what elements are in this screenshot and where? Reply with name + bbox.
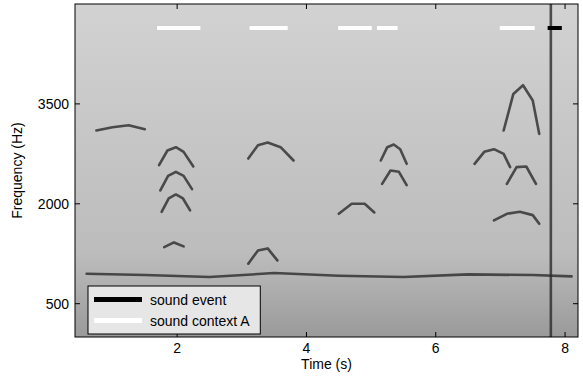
spectral-contour bbox=[550, 4, 553, 337]
y-tick-label: 3500 bbox=[38, 96, 69, 112]
spectral-contour bbox=[159, 147, 193, 166]
x-tick-label: 8 bbox=[561, 340, 569, 356]
x-tick bbox=[435, 332, 436, 337]
chart: 2 4 6 8 500 2000 3500 Time (s) Frequency (Hz) sou… bbox=[0, 0, 583, 385]
spectral-contour bbox=[160, 172, 192, 191]
y-tick-label: 2000 bbox=[38, 196, 69, 212]
x-tick bbox=[565, 4, 566, 9]
legend-swatch bbox=[94, 318, 142, 323]
annotation-segment bbox=[250, 26, 288, 30]
x-tick bbox=[306, 4, 307, 9]
spectral-contour bbox=[381, 145, 407, 164]
annotation-segment bbox=[157, 26, 200, 30]
x-tick bbox=[177, 4, 178, 9]
x-tick-label: 6 bbox=[432, 340, 440, 356]
x-tick bbox=[565, 332, 566, 337]
x-axis-title: Time (s) bbox=[301, 356, 352, 372]
y-tick bbox=[573, 303, 578, 304]
y-tick bbox=[573, 203, 578, 204]
spectral-contour bbox=[87, 273, 572, 277]
spectral-contour bbox=[162, 194, 190, 211]
legend-label: sound context A bbox=[150, 313, 250, 329]
spectral-contour bbox=[164, 242, 183, 247]
legend-label: sound event bbox=[150, 292, 226, 308]
x-tick bbox=[306, 332, 307, 337]
spectral-contour bbox=[507, 167, 536, 184]
y-tick bbox=[75, 203, 80, 204]
spectral-contour bbox=[248, 143, 293, 161]
y-tick bbox=[573, 103, 578, 104]
x-tick bbox=[435, 4, 436, 9]
spectral-contour bbox=[248, 248, 277, 263]
spectral-contour bbox=[494, 212, 539, 224]
y-axis-title: Frequency (Hz) bbox=[9, 122, 25, 218]
spectral-contour bbox=[96, 125, 144, 130]
plot-marks bbox=[87, 4, 572, 337]
spectral-contour bbox=[475, 149, 511, 167]
legend: sound event sound context A bbox=[88, 286, 260, 334]
annotation-segment bbox=[377, 26, 398, 30]
legend-box bbox=[88, 286, 260, 334]
annotation-segment bbox=[338, 26, 372, 30]
x-tick-label: 2 bbox=[173, 340, 181, 356]
plot-frame bbox=[75, 4, 578, 337]
spectrogram-background bbox=[75, 4, 578, 337]
annotation-segment bbox=[500, 26, 535, 30]
spectral-contour bbox=[382, 171, 407, 186]
y-tick bbox=[75, 103, 80, 104]
annotation-segment bbox=[548, 26, 562, 30]
spectral-contour bbox=[504, 85, 540, 134]
y-tick-label: 500 bbox=[46, 296, 70, 312]
y-tick bbox=[75, 303, 80, 304]
legend-swatch bbox=[94, 297, 142, 302]
spectral-contour bbox=[339, 204, 375, 214]
x-tick-label: 4 bbox=[303, 340, 311, 356]
